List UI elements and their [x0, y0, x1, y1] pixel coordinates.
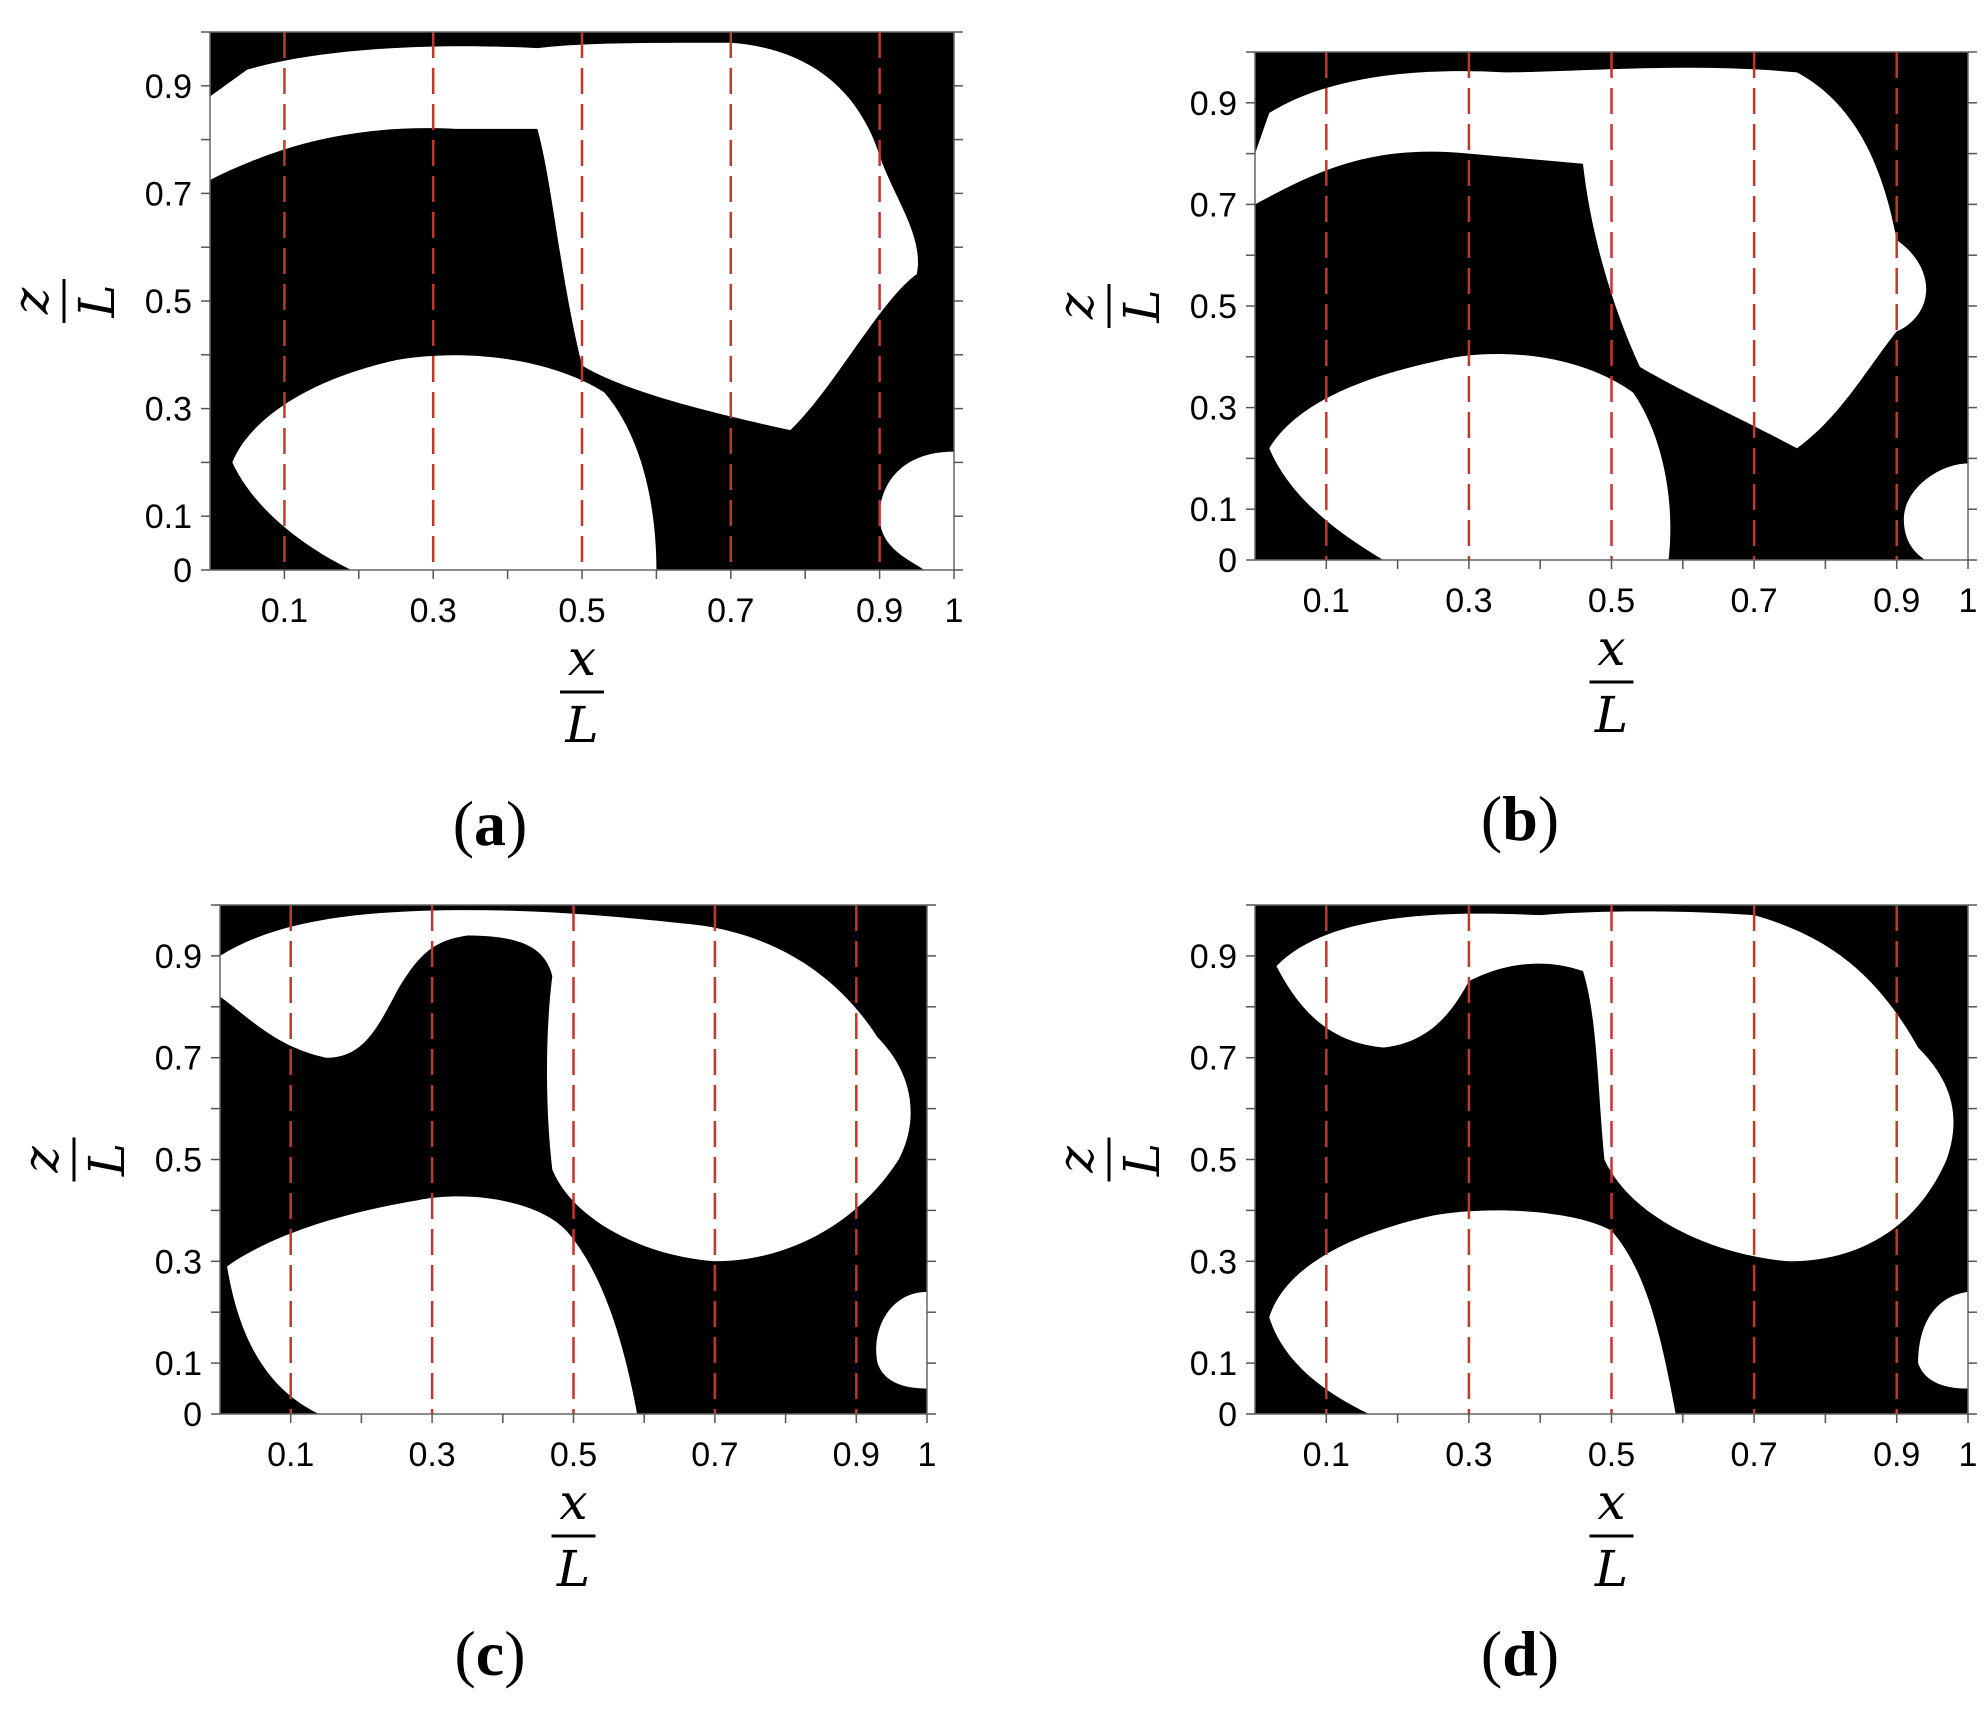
x-tick-label: 0.3: [1445, 1436, 1492, 1474]
y-tick-label: 0.1: [1190, 1345, 1237, 1383]
y-axis-numerator: z: [2, 287, 60, 315]
y-tick-label: 0.3: [155, 1243, 202, 1281]
x-axis-label: xL: [1589, 619, 1634, 744]
x-axis-denominator: L: [1594, 1540, 1628, 1598]
x-tick-label: 0.1: [261, 592, 308, 630]
y-tick-label: 0.9: [155, 938, 202, 976]
y-tick-label: 0.5: [155, 1142, 202, 1180]
y-tick-label: 0.5: [1190, 288, 1237, 326]
y-tick-label: 0: [1218, 542, 1237, 580]
x-axis-denominator: L: [564, 696, 598, 754]
y-tick-label: 0.1: [145, 498, 192, 536]
x-axis-denominator: L: [556, 1540, 590, 1598]
y-tick-label: 0.7: [145, 175, 192, 213]
x-tick-label: 0.5: [550, 1436, 597, 1474]
y-tick-label: 0.7: [1190, 186, 1237, 224]
x-tick-label: 1: [1959, 1436, 1978, 1474]
x-tick-label: 0.9: [1873, 582, 1920, 620]
panel-label-a: (a): [453, 788, 528, 859]
y-axis-numerator: z: [1047, 292, 1105, 320]
x-tick-label: 0.3: [408, 1436, 455, 1474]
x-tick-label: 0.1: [1303, 582, 1350, 620]
x-axis-numerator: x: [568, 629, 596, 687]
x-tick-label: 0.1: [267, 1436, 314, 1474]
y-axis-denominator: L: [68, 284, 126, 318]
y-tick-label: 0: [183, 1396, 202, 1434]
y-tick-label: 0: [173, 552, 192, 590]
y-tick-label: 0.5: [145, 283, 192, 321]
x-tick-label: 1: [1959, 582, 1978, 620]
panel-label-d: (d): [1481, 1618, 1559, 1689]
y-tick-label: 0.1: [1190, 491, 1237, 529]
y-axis-denominator: L: [78, 1143, 136, 1177]
y-tick-label: 0.5: [1190, 1142, 1237, 1180]
y-tick-label: 0.3: [1190, 1243, 1237, 1281]
x-tick-label: 1: [918, 1436, 937, 1474]
x-tick-label: 0.1: [1303, 1436, 1350, 1474]
x-tick-label: 0.5: [558, 592, 605, 630]
x-tick-label: 0.3: [410, 592, 457, 630]
y-axis-numerator: z: [12, 1146, 70, 1174]
x-axis-denominator: L: [1594, 686, 1628, 744]
y-tick-label: 0: [1218, 1396, 1237, 1434]
x-tick-label: 0.9: [1873, 1436, 1920, 1474]
x-axis-numerator: x: [1597, 619, 1625, 677]
y-axis-denominator: L: [1113, 289, 1171, 323]
x-tick-label: 0.7: [1730, 1436, 1777, 1474]
x-tick-label: 0.5: [1588, 1436, 1635, 1474]
x-tick-label: 0.7: [1730, 582, 1777, 620]
panel-label-b: (b): [1481, 783, 1559, 854]
x-axis-numerator: x: [559, 1473, 587, 1531]
x-tick-label: 1: [945, 592, 964, 630]
y-tick-label: 0.3: [145, 391, 192, 429]
x-tick-label: 0.7: [691, 1436, 738, 1474]
y-tick-label: 0.7: [155, 1040, 202, 1078]
y-tick-label: 0.9: [145, 68, 192, 106]
x-tick-label: 0.7: [707, 592, 754, 630]
x-axis-label: xL: [1589, 1473, 1634, 1598]
x-tick-label: 0.9: [856, 592, 903, 630]
x-tick-label: 0.9: [833, 1436, 880, 1474]
y-tick-label: 0.7: [1190, 1040, 1237, 1078]
x-tick-label: 0.3: [1445, 582, 1492, 620]
y-axis-denominator: L: [1113, 1143, 1171, 1177]
x-axis-label: xL: [551, 1473, 596, 1598]
y-tick-label: 0.1: [155, 1345, 202, 1383]
panel-label-c: (c): [454, 1618, 525, 1689]
x-tick-label: 0.5: [1588, 582, 1635, 620]
y-tick-label: 0.9: [1190, 938, 1237, 976]
x-axis-label: xL: [560, 629, 604, 754]
y-axis-numerator: z: [1047, 1146, 1105, 1174]
y-tick-label: 0.3: [1190, 390, 1237, 428]
y-tick-label: 0.9: [1190, 85, 1237, 123]
x-axis-numerator: x: [1597, 1473, 1625, 1531]
